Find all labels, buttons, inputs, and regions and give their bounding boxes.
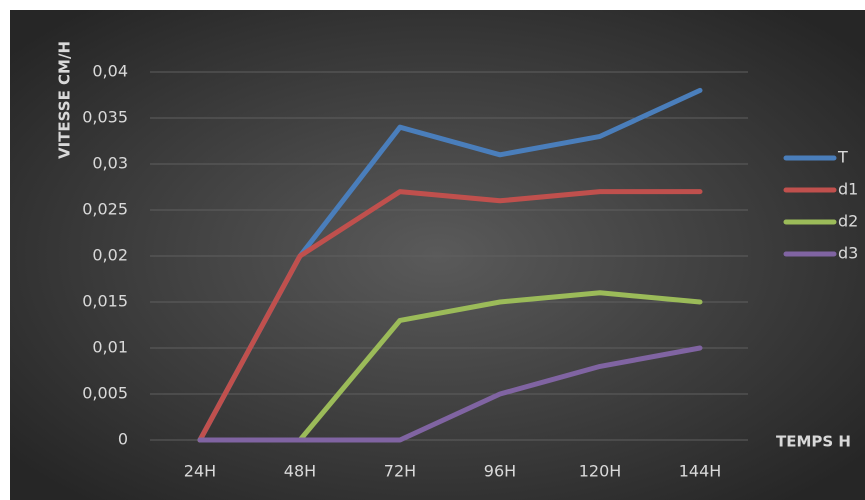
y-tick-label: 0,035 — [82, 108, 128, 127]
legend-label: T — [837, 148, 848, 167]
x-tick-label: 48H — [284, 462, 316, 481]
x-tick-label: 72H — [384, 462, 416, 481]
y-tick-label: 0,025 — [82, 200, 128, 219]
legend-label: d2 — [838, 212, 858, 231]
legend-label: d3 — [838, 244, 858, 263]
x-tick-label: 144H — [679, 462, 722, 481]
y-tick-label: 0,01 — [92, 338, 128, 357]
y-tick-label: 0,02 — [92, 246, 128, 265]
x-tick-label: 96H — [484, 462, 516, 481]
y-tick-label: 0,03 — [92, 154, 128, 173]
legend-label: d1 — [838, 180, 858, 199]
y-axis-title: VITESSE CM/H — [56, 41, 74, 159]
y-tick-label: 0,005 — [82, 384, 128, 403]
chart-background — [10, 10, 865, 500]
x-tick-label: 24H — [184, 462, 216, 481]
series-line — [197, 189, 703, 443]
y-tick-label: 0,015 — [82, 292, 128, 311]
series-line — [197, 345, 703, 443]
x-tick-label: 120H — [579, 462, 622, 481]
y-tick-label: 0,04 — [92, 62, 128, 81]
y-tick-label: 0 — [118, 430, 128, 449]
x-axis-title: TEMPS H — [776, 433, 851, 451]
